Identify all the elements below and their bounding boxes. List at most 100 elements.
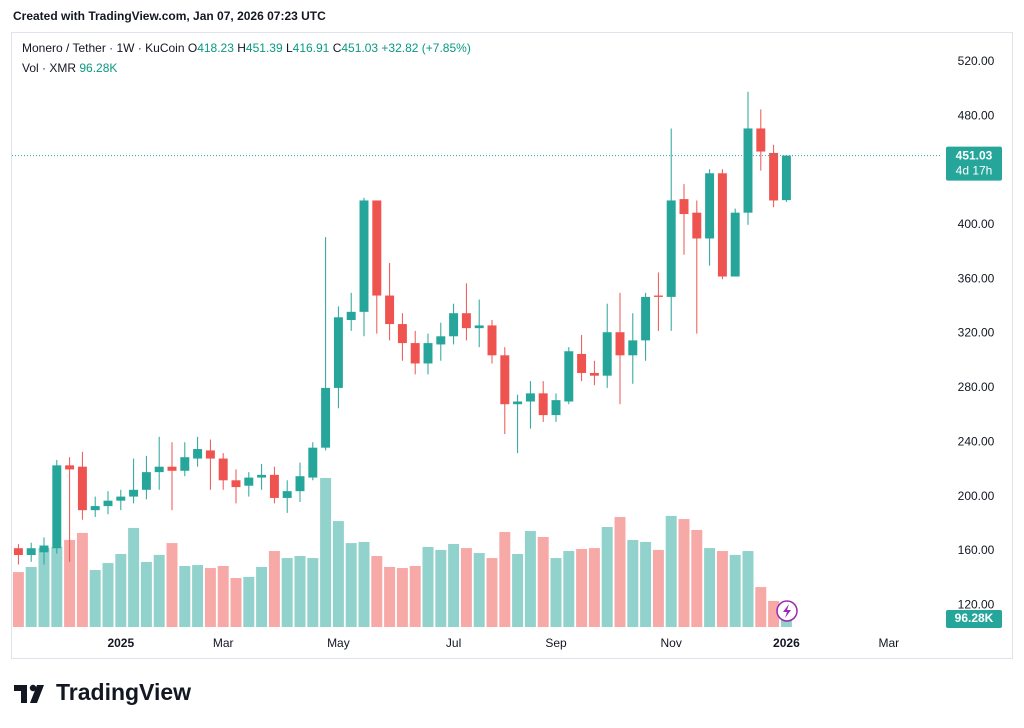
volume-bar <box>448 544 460 627</box>
candle-body <box>692 212 702 239</box>
volume-bar <box>588 548 600 627</box>
candle-body <box>577 353 587 373</box>
volume-bar <box>64 539 76 627</box>
x-tick-label: May <box>327 636 350 650</box>
volume-bar <box>243 576 255 627</box>
volume-bar <box>76 532 88 627</box>
change: +32.82 (+7.85%) <box>381 41 471 55</box>
volume-bar <box>537 536 549 627</box>
volume-bar <box>89 570 101 627</box>
candle-body <box>500 355 510 405</box>
candle-body <box>513 401 523 405</box>
candle-body <box>359 200 369 312</box>
candle-body <box>781 155 791 201</box>
candle-body <box>103 500 113 507</box>
candle-body <box>333 317 343 388</box>
candle-body <box>628 340 638 356</box>
candle-body <box>564 351 574 402</box>
candle-body <box>193 449 203 459</box>
candle-body <box>65 465 75 470</box>
alert-icon-bolt <box>783 604 791 618</box>
volume-bar <box>409 566 421 627</box>
volume-bar <box>742 551 754 627</box>
candle-body <box>13 548 23 556</box>
volume-bar <box>768 600 780 627</box>
x-tick-label: Nov <box>661 636 682 650</box>
volume-bar <box>102 563 114 627</box>
candle-body <box>653 295 663 297</box>
volume-bar <box>230 578 242 627</box>
volume-bar <box>38 548 50 627</box>
volume-bar <box>716 551 728 627</box>
ohlc-key: L <box>285 41 293 55</box>
price-badge-label: 451.03 <box>956 149 993 163</box>
volume-bar <box>358 541 370 627</box>
y-tick-label: 520.00 <box>958 54 995 68</box>
volume-bar <box>115 553 127 627</box>
candle-body <box>769 152 779 201</box>
volume-bar <box>281 558 293 627</box>
candle-body <box>218 458 228 481</box>
candle-body <box>487 325 497 356</box>
x-tick-label: Mar <box>213 636 234 650</box>
ohlc-value: 416.91 <box>292 41 330 55</box>
candle-body <box>551 400 561 416</box>
candle-body <box>346 311 356 320</box>
candle-body <box>705 173 715 239</box>
volume-bar <box>640 541 652 627</box>
volume-bar <box>652 549 664 627</box>
candle-body <box>282 491 292 498</box>
ohlc-value: 451.39 <box>245 41 283 55</box>
volume-bar <box>128 527 140 627</box>
volume-bar <box>332 521 344 627</box>
volume-bar <box>51 546 63 627</box>
volume-bar <box>320 478 332 627</box>
candle-body <box>39 545 49 553</box>
candle-body <box>525 393 535 402</box>
volume-bar <box>140 561 152 627</box>
volume-bar <box>396 568 408 627</box>
price-badge <box>946 146 1002 181</box>
candle-body <box>77 466 87 511</box>
volume-badge <box>946 609 1002 628</box>
candle-body <box>52 465 62 549</box>
y-tick-label: 120.00 <box>958 597 995 611</box>
ohlc-key: O <box>187 41 198 55</box>
candle-body <box>244 477 254 486</box>
chart-frame <box>11 32 1013 659</box>
ohlc-value: 418.23 <box>197 41 234 55</box>
volume-bar <box>729 554 741 627</box>
volume-bar <box>384 566 396 627</box>
candle-body <box>602 332 612 376</box>
candle-body <box>385 295 395 325</box>
volume-bar <box>12 572 24 627</box>
ohlc-key: C <box>332 41 342 55</box>
volume-bar <box>550 558 562 627</box>
candle-body <box>449 313 459 337</box>
candle-body <box>26 548 36 556</box>
volume-bar <box>601 527 613 627</box>
volume-bar <box>614 517 626 627</box>
candle-body <box>679 199 689 215</box>
y-tick-label: 480.00 <box>958 108 995 122</box>
candle-body <box>615 332 625 356</box>
x-tick-label: Sep <box>545 636 567 650</box>
volume-bar <box>473 553 485 627</box>
brand: TradingView <box>56 679 192 705</box>
volume-bar <box>307 558 319 627</box>
volume-bar <box>294 556 306 627</box>
candle-body <box>90 506 100 511</box>
y-tick-label: 160.00 <box>958 543 995 557</box>
candle-body <box>295 476 305 492</box>
candle-body <box>205 450 215 459</box>
volume-bar <box>576 549 588 627</box>
volume-title: Vol · XMR <box>22 61 77 75</box>
x-tick-label: 2025 <box>107 636 134 650</box>
x-tick-label: Mar <box>878 636 899 650</box>
y-tick-label: 240.00 <box>958 434 995 448</box>
candle-body <box>436 336 446 345</box>
volume-bar <box>524 531 536 627</box>
volume-bar <box>512 553 524 627</box>
logo <box>14 684 44 703</box>
